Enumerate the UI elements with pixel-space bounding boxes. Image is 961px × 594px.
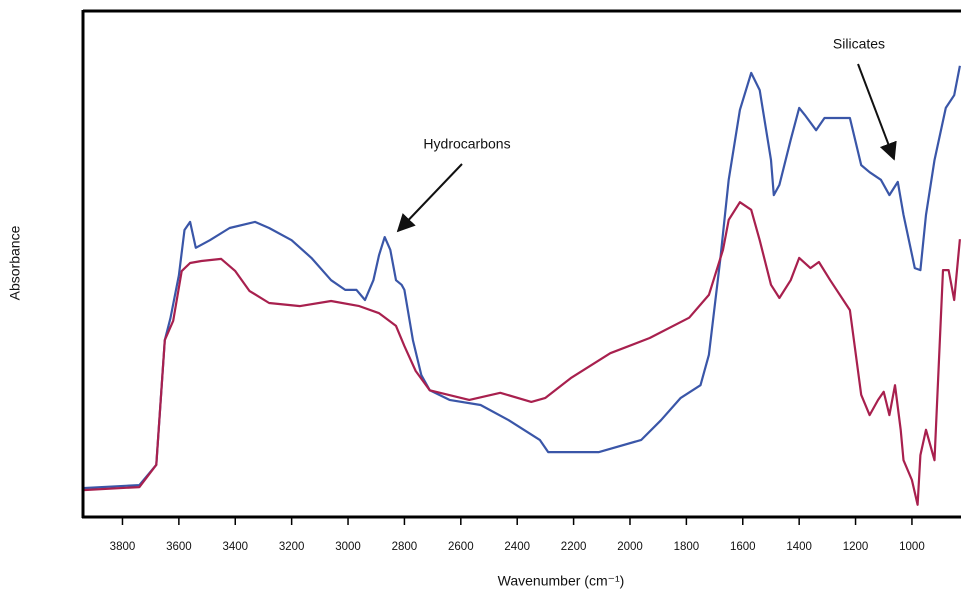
x-tick-label: 1600 bbox=[730, 541, 756, 553]
y-axis-label: Absorbance bbox=[7, 225, 23, 300]
x-tick-label: 2000 bbox=[617, 541, 643, 553]
spectrum-line bbox=[82, 201, 961, 506]
x-tick-label: 3200 bbox=[279, 541, 305, 553]
x-tick-label: 2800 bbox=[392, 541, 418, 553]
x-tick-label: 2400 bbox=[504, 541, 530, 553]
annotation: Hydrocarbons bbox=[423, 136, 510, 152]
plot-frame bbox=[81, 9, 961, 519]
annotation-arrow bbox=[396, 163, 463, 233]
x-tick-label: 3400 bbox=[222, 541, 248, 553]
x-tick-label: 3600 bbox=[166, 541, 192, 553]
x-tick-label: 3000 bbox=[335, 541, 361, 553]
x-tick-label: 1000 bbox=[899, 541, 925, 553]
x-tick-label: 2600 bbox=[448, 541, 474, 553]
x-tick-label: 3800 bbox=[110, 541, 136, 553]
spectrum-line bbox=[82, 65, 961, 490]
x-tick-label: 1200 bbox=[843, 541, 869, 553]
annotation: Silicates bbox=[833, 36, 885, 52]
x-axis-label: Wavenumber (cm⁻¹) bbox=[498, 573, 625, 589]
x-tick-label: 1800 bbox=[674, 541, 700, 553]
annotation-arrow bbox=[857, 63, 897, 161]
x-tick-label: 1400 bbox=[786, 541, 812, 553]
x-tick-label: 2200 bbox=[561, 541, 587, 553]
